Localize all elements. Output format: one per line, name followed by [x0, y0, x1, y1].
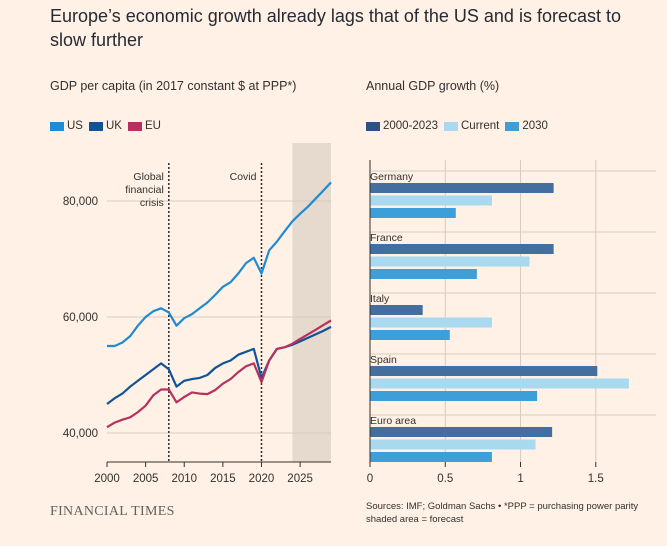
line-chart-subtitle: GDP per capita (in 2017 constant $ at PP… — [50, 79, 297, 93]
x-tick-label: 2020 — [249, 473, 275, 485]
source-note: Sources: IMF; Goldman Sachs • *PPP = pur… — [366, 500, 666, 526]
bar-current — [370, 439, 536, 450]
bar-current — [370, 195, 492, 206]
bar-current — [370, 317, 492, 328]
event-label-1: Covid — [230, 171, 257, 183]
x-tick-label: 2000 — [94, 473, 120, 485]
category-label: Germany — [370, 171, 414, 183]
legend-swatch-current — [444, 121, 458, 131]
bar-current — [370, 378, 629, 389]
x-tick-label: 0 — [367, 473, 373, 485]
legend-label-uk: UK — [105, 120, 122, 132]
bar-2030 — [370, 208, 456, 218]
y-tick-label: 80,000 — [63, 196, 98, 208]
legend-swatch-uk — [88, 121, 103, 131]
series-line-us — [107, 181, 332, 348]
event-label-0: Global — [133, 171, 163, 183]
forecast-shaded-area — [292, 143, 331, 462]
legend-item-uk: UK — [88, 120, 122, 132]
legend-item-current: Current — [444, 120, 499, 132]
legend-swatch-us — [50, 121, 64, 131]
series-line-uk — [106, 325, 332, 405]
y-tick-label: 40,000 — [63, 428, 98, 440]
legend-label-current: Current — [461, 120, 500, 132]
bar-2000-2023 — [370, 427, 553, 437]
bar-2000-2023 — [370, 183, 554, 193]
bar-2030 — [370, 452, 492, 462]
x-tick-label: 2025 — [287, 473, 313, 485]
category-label: Euro area — [370, 415, 416, 427]
legend-swatch-2000-2023 — [366, 121, 380, 131]
bar-2030 — [370, 391, 538, 401]
category-label: France — [370, 232, 403, 244]
bar-2030 — [370, 269, 477, 279]
event-label-0: crisis — [140, 197, 164, 209]
legend-swatch-eu — [127, 121, 142, 131]
category-label: Italy — [370, 293, 390, 305]
bar-2000-2023 — [370, 366, 598, 376]
legend-item-eu: EU — [127, 120, 161, 132]
line-chart-legend: US UK EU — [50, 120, 167, 132]
legend-item-2000-2023: 2000-2023 — [366, 120, 438, 132]
forecast-note: shaded area = forecast — [366, 514, 464, 525]
y-tick-label: 60,000 — [63, 312, 98, 324]
bar-current — [370, 256, 530, 267]
brand-logo-text: FINANCIAL TIMES — [50, 504, 175, 519]
legend-item-2030: 2030 — [505, 120, 548, 132]
bar-2000-2023 — [370, 305, 423, 315]
legend-item-us: US — [50, 120, 83, 132]
x-tick-label: 2005 — [133, 473, 159, 485]
legend-swatch-2030 — [505, 121, 520, 131]
bar-chart-subtitle: Annual GDP growth (%) — [366, 79, 500, 93]
chart-title: Europe’s economic growth already lags th… — [50, 6, 621, 50]
bar-2000-2023 — [370, 244, 554, 254]
bar-chart-legend: 2000-2023 Current 2030 — [366, 120, 554, 132]
legend-label-2030: 2030 — [522, 120, 548, 132]
x-tick-label: 2015 — [210, 473, 236, 485]
bar-2030 — [370, 330, 450, 340]
legend-label-eu: EU — [144, 120, 161, 132]
legend-label-2000-2023: 2000-2023 — [383, 120, 438, 132]
x-tick-label: 1.5 — [588, 473, 604, 485]
x-tick-label: 1 — [517, 473, 523, 485]
source-line: Sources: IMF; Goldman Sachs • *PPP = pur… — [366, 501, 639, 512]
legend-label-us: US — [67, 120, 83, 132]
series-line-eu — [106, 319, 332, 429]
event-label-0: financial — [125, 184, 164, 196]
category-label: Spain — [370, 354, 397, 366]
x-tick-label: 0.5 — [437, 473, 453, 485]
x-tick-label: 2010 — [171, 473, 197, 485]
